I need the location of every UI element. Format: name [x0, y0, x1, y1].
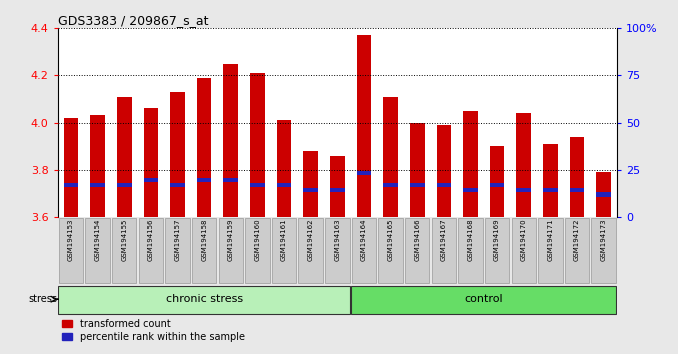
Bar	[197, 78, 212, 217]
Bar	[383, 97, 398, 217]
FancyBboxPatch shape	[192, 218, 216, 283]
Bar	[277, 120, 292, 217]
FancyBboxPatch shape	[112, 218, 136, 283]
Text: GSM194157: GSM194157	[174, 219, 180, 261]
FancyBboxPatch shape	[245, 218, 270, 283]
Bar	[357, 35, 372, 217]
Bar	[117, 97, 132, 217]
Bar	[144, 108, 158, 217]
FancyBboxPatch shape	[538, 218, 563, 283]
Text: GSM194153: GSM194153	[68, 219, 74, 261]
Bar	[64, 183, 78, 187]
Text: GSM194160: GSM194160	[254, 219, 260, 262]
Bar	[543, 188, 558, 192]
Text: GSM194172: GSM194172	[574, 219, 580, 261]
Bar	[117, 183, 132, 187]
Bar	[490, 183, 504, 187]
Bar	[570, 137, 584, 217]
FancyBboxPatch shape	[378, 218, 403, 283]
FancyBboxPatch shape	[432, 218, 456, 283]
FancyBboxPatch shape	[298, 218, 323, 283]
Bar	[197, 178, 212, 182]
FancyBboxPatch shape	[351, 286, 616, 314]
FancyBboxPatch shape	[405, 218, 429, 283]
FancyBboxPatch shape	[511, 218, 536, 283]
Bar	[490, 146, 504, 217]
Text: control: control	[464, 294, 503, 304]
Text: GSM194154: GSM194154	[95, 219, 100, 261]
FancyBboxPatch shape	[591, 218, 616, 283]
Bar	[64, 118, 78, 217]
Text: GSM194161: GSM194161	[281, 219, 287, 262]
Bar	[437, 183, 451, 187]
Bar	[250, 73, 264, 217]
Text: GSM194155: GSM194155	[121, 219, 127, 261]
Text: GSM194164: GSM194164	[361, 219, 367, 261]
Bar	[90, 115, 105, 217]
Bar	[410, 122, 424, 217]
Text: GDS3383 / 209867_s_at: GDS3383 / 209867_s_at	[58, 14, 208, 27]
Bar	[170, 183, 185, 187]
Text: GSM194163: GSM194163	[334, 219, 340, 262]
Bar	[463, 188, 478, 192]
Bar	[170, 92, 185, 217]
Bar	[597, 172, 611, 217]
Bar	[597, 192, 611, 196]
Text: GSM194158: GSM194158	[201, 219, 207, 261]
Bar	[250, 183, 264, 187]
Bar	[90, 183, 105, 187]
Text: GSM194167: GSM194167	[441, 219, 447, 262]
Text: GSM194169: GSM194169	[494, 219, 500, 262]
FancyBboxPatch shape	[485, 218, 509, 283]
Text: chronic stress: chronic stress	[165, 294, 243, 304]
FancyBboxPatch shape	[58, 286, 350, 314]
Bar	[224, 64, 238, 217]
Bar	[303, 188, 318, 192]
FancyBboxPatch shape	[325, 218, 350, 283]
FancyBboxPatch shape	[138, 218, 163, 283]
Bar	[543, 144, 558, 217]
Bar	[357, 171, 372, 175]
FancyBboxPatch shape	[165, 218, 190, 283]
FancyBboxPatch shape	[458, 218, 483, 283]
Text: GSM194165: GSM194165	[388, 219, 393, 261]
Text: GSM194170: GSM194170	[521, 219, 527, 262]
Bar	[224, 178, 238, 182]
FancyBboxPatch shape	[85, 218, 110, 283]
Bar	[303, 151, 318, 217]
Bar	[463, 111, 478, 217]
FancyBboxPatch shape	[565, 218, 589, 283]
Bar	[144, 178, 158, 182]
Text: GSM194166: GSM194166	[414, 219, 420, 262]
Bar	[383, 183, 398, 187]
Bar	[437, 125, 451, 217]
Text: stress: stress	[28, 294, 58, 304]
FancyBboxPatch shape	[272, 218, 296, 283]
Text: GSM194168: GSM194168	[468, 219, 473, 262]
Bar	[330, 188, 344, 192]
Legend: transformed count, percentile rank within the sample: transformed count, percentile rank withi…	[62, 319, 245, 342]
Bar	[410, 183, 424, 187]
Bar	[517, 188, 531, 192]
Text: GSM194173: GSM194173	[601, 219, 607, 262]
Bar	[330, 155, 344, 217]
Bar	[517, 113, 531, 217]
Bar	[570, 188, 584, 192]
Text: GSM194159: GSM194159	[228, 219, 234, 261]
Bar	[277, 183, 292, 187]
Text: GSM194162: GSM194162	[308, 219, 314, 261]
Text: GSM194156: GSM194156	[148, 219, 154, 261]
FancyBboxPatch shape	[59, 218, 83, 283]
Text: GSM194171: GSM194171	[547, 219, 553, 262]
FancyBboxPatch shape	[352, 218, 376, 283]
FancyBboxPatch shape	[218, 218, 243, 283]
